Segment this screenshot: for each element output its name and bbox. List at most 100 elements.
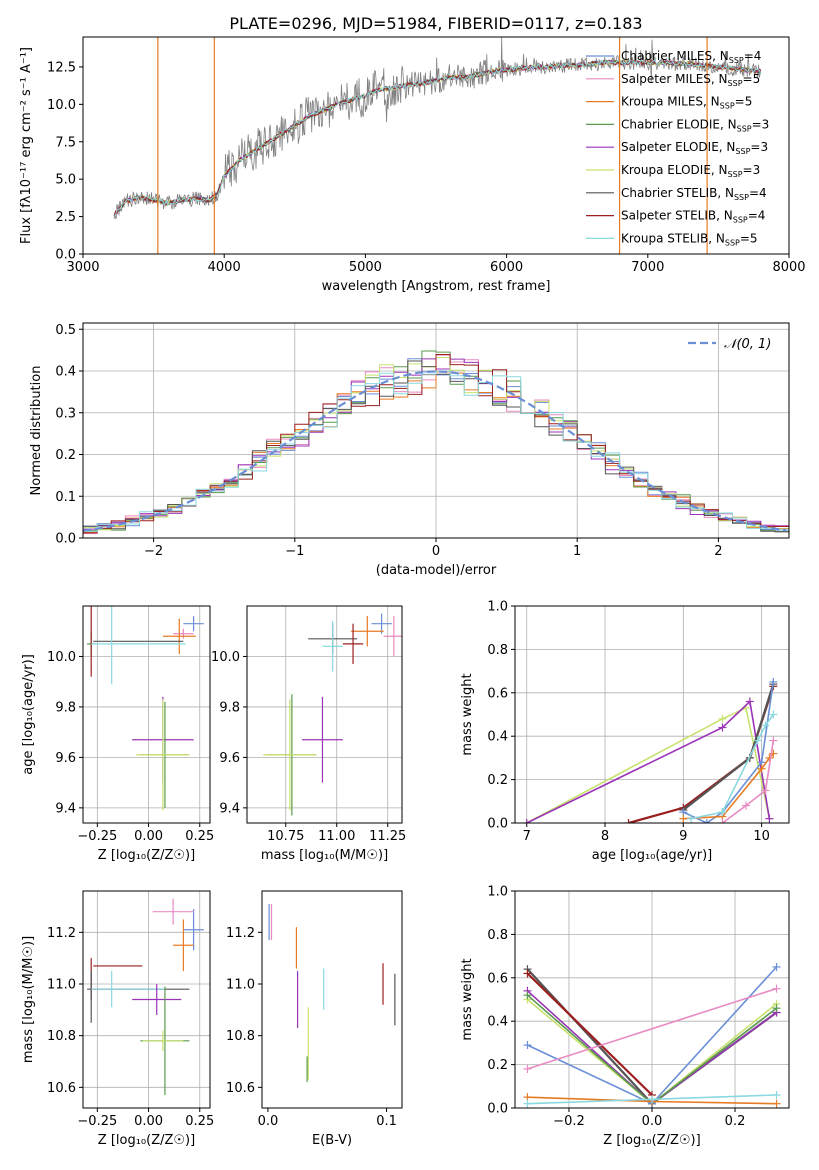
y-tick-label: 0.8 <box>487 928 508 943</box>
mass_vs_ebv-plot-area <box>268 903 396 1083</box>
model-series-line <box>113 59 762 217</box>
histogram-step <box>83 370 789 532</box>
age_vs_mass-x-axis-label: mass [log₁₀(M/M☉)] <box>261 848 388 863</box>
x-tick-label: 10 <box>753 829 770 844</box>
plus-marker <box>769 736 778 745</box>
y-tick-label: 0.3 <box>55 406 76 421</box>
plus-marker <box>772 1099 781 1108</box>
x-tick-label: 0.00 <box>134 829 163 844</box>
age_vs_mass-panel: 10.75 11.00 11.25 9.4 9.6 9.8 10.0 mass [log₁₀(… <box>211 605 406 863</box>
spectrum-frame <box>82 36 790 255</box>
legend-entry: Salpeter MILES, NSSP=5 <box>621 72 760 88</box>
errorbar-point <box>383 616 402 657</box>
plus-marker <box>702 819 711 823</box>
x-tick-label: 4000 <box>208 260 241 275</box>
errorbar-point <box>183 909 204 951</box>
plus-marker <box>753 736 762 745</box>
y-tick-label: 5.0 <box>55 173 76 188</box>
y-tick-label: 9.6 <box>219 751 240 766</box>
x-tick-label: 9 <box>679 829 687 844</box>
plus-marker <box>523 1041 532 1050</box>
errorbar-point <box>142 1030 184 1052</box>
errorbar-point <box>263 699 317 811</box>
plus-marker <box>761 786 770 795</box>
plus-marker <box>523 991 532 1000</box>
residuals-legend: 𝒩(0, 1) <box>688 337 771 352</box>
errorbar-point <box>173 628 194 639</box>
x-tick-label: 1 <box>573 544 581 559</box>
residuals-panel: −2 −1 0 1 2 0.0 0.1 0.2 0.3 0.4 0.5 (data-model)/er… <box>29 322 790 578</box>
y-tick-label: 1.0 <box>487 600 508 615</box>
mass_weight_vs_Z-plot-area <box>523 962 781 1108</box>
mass_weight_vs_age-panel: 7 8 9 10 0.0 0.2 0.4 0.6 0.8 1.0 age [log₁₀(age/yr… <box>460 600 790 863</box>
y-tick-label: 10.6 <box>226 1081 255 1096</box>
age_vs_Z-x-axis-label: Z [log₁₀(Z/Z☉)] <box>98 848 195 863</box>
errorbar-point <box>371 613 392 634</box>
mass_vs_Z-frame <box>82 890 211 1109</box>
plus-marker <box>687 814 696 823</box>
plus-marker <box>769 677 778 686</box>
y-tick-label: 10.0 <box>211 650 240 665</box>
mass_vs_ebv-frame <box>261 890 403 1109</box>
plus-marker <box>772 1004 781 1013</box>
y-tick-label: 0.8 <box>487 643 508 658</box>
x-tick-label: −0.25 <box>77 829 117 844</box>
legend-entry: Kroupa MILES, NSSP=5 <box>621 95 752 111</box>
y-tick-label: 0.0 <box>487 1102 508 1117</box>
x-tick-label: 0.2 <box>725 1114 746 1129</box>
y-tick-label: 2.5 <box>55 210 76 225</box>
legend-entry: Salpeter STELIB, NSSP=4 <box>621 209 765 225</box>
figure-title: PLATE=0296, MJD=51984, FIBERID=0117, z=0… <box>229 14 642 33</box>
y-tick-label: 0.4 <box>55 365 76 380</box>
errorbar-point <box>302 696 343 783</box>
y-tick-label: 12.5 <box>47 60 76 75</box>
x-tick-label: 0.0 <box>642 1114 663 1129</box>
age_vs_Z-grid <box>83 606 210 823</box>
mass_vs_Z-y-axis-label: mass [log₁₀(M/M☉)] <box>21 936 36 1063</box>
plus-marker <box>769 710 778 719</box>
plus-marker <box>772 1090 781 1099</box>
y-tick-label: 9.6 <box>55 751 76 766</box>
errorbar-point <box>132 984 182 1015</box>
plus-marker <box>765 814 774 823</box>
x-tick-label: 11.00 <box>318 829 355 844</box>
x-tick-label: 2 <box>714 544 722 559</box>
plus-marker <box>761 721 770 730</box>
age_vs_mass-frame <box>246 605 403 824</box>
gaussian-curve <box>83 370 787 532</box>
plus-marker <box>648 1095 656 1104</box>
residuals-plot-area <box>83 350 789 535</box>
age_vs_mass-grid <box>247 606 402 823</box>
mass_vs_Z-x-axis-label: Z [log₁₀(Z/Z☉)] <box>98 1133 195 1148</box>
x-tick-label: 6000 <box>490 260 523 275</box>
plus-marker <box>523 1099 532 1108</box>
mass_weight_vs_age-plot-area <box>522 677 778 823</box>
spectrum-y-axis-label: Flux [fλ10⁻¹⁷ erg cm⁻² s⁻¹ A⁻¹] <box>19 47 34 244</box>
y-tick-label: 9.4 <box>55 801 76 816</box>
x-tick-label: 7 <box>523 829 531 844</box>
plus-marker <box>745 697 754 706</box>
x-tick-label: −2 <box>144 544 163 559</box>
y-tick-label: 10.8 <box>226 1029 255 1044</box>
legend-entry: Chabrier MILES, NSSP=4 <box>621 49 761 65</box>
plus-marker <box>718 808 727 817</box>
legend-entry: Chabrier ELODIE, NSSP=3 <box>621 117 769 133</box>
y-tick-label: 0.2 <box>487 1058 508 1073</box>
y-tick-label: 0.2 <box>55 448 76 463</box>
x-tick-label: 0 <box>432 544 440 559</box>
age_vs_Z-y-axis-label: age [log₁₀(age/yr)] <box>21 654 36 775</box>
y-tick-label: 9.4 <box>219 801 240 816</box>
histogram-step <box>83 371 789 533</box>
y-tick-label: 0.2 <box>487 773 508 788</box>
errorbar-point <box>183 616 204 632</box>
plus-marker <box>679 814 688 823</box>
plus-marker <box>522 819 531 823</box>
plus-marker <box>772 984 781 993</box>
x-tick-label: 0.00 <box>134 1114 163 1129</box>
plus-marker <box>718 723 727 732</box>
mass_vs_Z-plot-area <box>87 898 204 1096</box>
x-tick-label: −1 <box>285 544 304 559</box>
y-tick-label: 10.6 <box>47 1081 76 1096</box>
y-tick-label: 0.4 <box>487 730 508 745</box>
